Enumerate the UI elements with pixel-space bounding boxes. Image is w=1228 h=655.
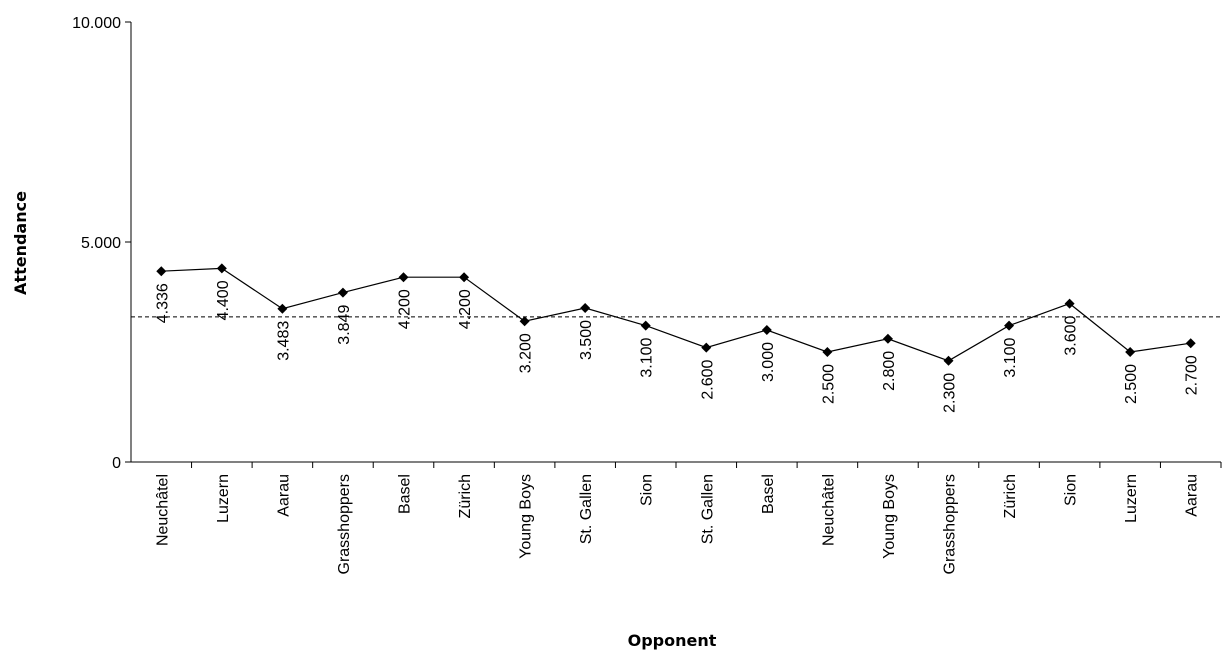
y-ticks: 0 5.000 10.000 [72, 15, 131, 472]
data-point [882, 333, 893, 344]
category-label: Neuchâtel [820, 474, 837, 546]
data-point [1004, 320, 1015, 331]
axes [130, 22, 1221, 463]
data-point [398, 272, 409, 283]
category-label: St. Gallen [578, 474, 595, 544]
data-point [459, 272, 470, 283]
category-label: Grasshoppers [942, 474, 959, 575]
data-label: 2.500 [1123, 364, 1140, 404]
data-label: 2.600 [699, 360, 716, 400]
data-point [216, 263, 227, 274]
category-label: Basel [397, 474, 414, 514]
data-label: 3.100 [1002, 338, 1019, 378]
data-point [822, 347, 833, 357]
data-label: 2.800 [881, 351, 898, 391]
y-tick-label: 10.000 [72, 15, 121, 32]
data-point [640, 320, 651, 331]
data-markers [156, 263, 1196, 366]
category-label: St. Gallen [699, 474, 716, 544]
data-label: 3.600 [1063, 316, 1080, 356]
data-label: 4.400 [215, 280, 232, 320]
y-tick-label: 0 [112, 455, 121, 472]
y-axis-title: Attendance [11, 191, 30, 295]
data-label: 4.336 [154, 283, 171, 323]
data-label: 3.100 [639, 338, 656, 378]
data-labels: 4.336 4.400 3.483 3.849 4.200 4.200 3.200 3.500… [154, 280, 1200, 413]
category-label: Zürich [1002, 474, 1019, 518]
data-point [1185, 338, 1196, 349]
data-label: 4.200 [397, 289, 414, 329]
category-label: Aarau [275, 474, 292, 517]
data-label: 3.483 [275, 321, 292, 361]
x-ticks [191, 462, 1222, 468]
data-label: 3.849 [336, 305, 353, 345]
data-point [943, 355, 954, 366]
series-line [161, 267, 1191, 362]
category-label: Luzern [1123, 474, 1140, 523]
data-point [519, 316, 530, 327]
data-point [701, 342, 712, 353]
data-label: 4.200 [457, 289, 474, 329]
category-label: Aarau [1184, 474, 1201, 517]
category-label: Zürich [457, 474, 474, 518]
category-label: Young Boys [518, 474, 535, 559]
category-label: Sion [639, 474, 656, 506]
y-tick-label: 5.000 [81, 235, 121, 252]
data-label: 2.500 [820, 364, 837, 404]
category-label: Young Boys [881, 474, 898, 559]
category-label: Sion [1063, 474, 1080, 506]
data-label: 3.000 [760, 342, 777, 382]
data-point [580, 303, 591, 313]
x-axis-title: Opponent [628, 631, 717, 650]
data-point [761, 325, 772, 335]
data-label: 3.200 [518, 333, 535, 373]
data-label: 2.700 [1184, 355, 1201, 395]
category-labels: Neuchâtel Luzern Aarau Grasshoppers Basel Zür… [154, 474, 1200, 575]
category-label: Neuchâtel [154, 474, 171, 546]
data-label: 3.500 [578, 320, 595, 360]
data-point [156, 266, 167, 277]
data-point [1125, 347, 1136, 357]
category-label: Basel [760, 474, 777, 514]
data-point [337, 287, 348, 298]
data-point [1064, 298, 1075, 309]
data-label: 2.300 [942, 373, 959, 413]
category-label: Grasshoppers [336, 474, 353, 575]
data-point [277, 303, 288, 314]
category-label: Luzern [215, 474, 232, 523]
